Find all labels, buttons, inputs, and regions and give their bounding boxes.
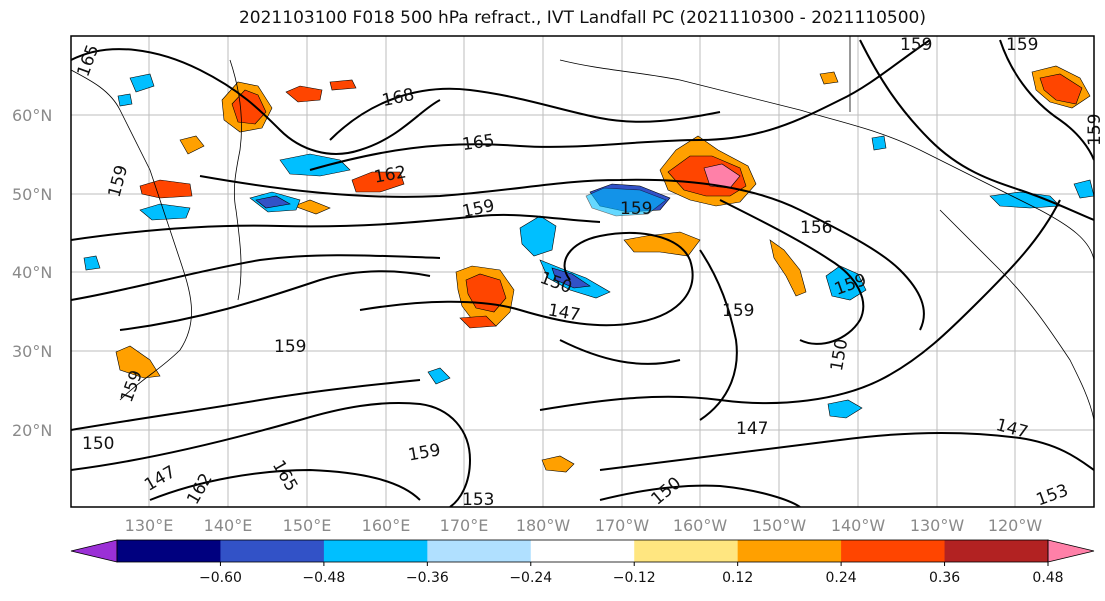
colorbar-tick-label: −0.48 (302, 570, 345, 586)
refractivity-contours (71, 39, 1094, 507)
lon-label: 140°E (204, 516, 253, 535)
lon-label: 140°W (831, 516, 886, 535)
colorbar-swatch (530, 540, 635, 562)
colorbar-swatch (117, 540, 221, 562)
contour-label: 147 (736, 419, 768, 439)
lon-label: 120°W (988, 516, 1043, 535)
lon-label: 170°E (440, 516, 489, 535)
lat-label: 20°N (12, 421, 52, 440)
lat-label: 40°N (12, 263, 52, 282)
lon-label: 160°E (362, 516, 411, 535)
colorbar-tick-label: −0.60 (199, 570, 242, 586)
map-frame (70, 35, 1095, 508)
contour-label: 159 (274, 337, 306, 357)
colorbar-swatch (737, 540, 842, 562)
colorbar-swatch (323, 540, 428, 562)
colorbar-swatch (427, 540, 532, 562)
lat-label: 30°N (12, 342, 52, 361)
lon-label: 180°W (516, 516, 571, 535)
colorbar-tick-label: 0.36 (929, 570, 960, 586)
colorbar-frame (116, 539, 1049, 563)
lon-label: 150°E (283, 516, 332, 535)
contour-label: 159 (1006, 35, 1038, 55)
colorbar-extension-high (1047, 539, 1095, 563)
colorbar-swatch (634, 540, 739, 562)
colorbar-swatch (841, 540, 946, 562)
contour-label: 159 (620, 199, 652, 219)
contour-label: 159 (722, 301, 754, 321)
longitude-labels: 130°E 140°E 150°E 160°E 170°E 180°W 170°… (125, 516, 1043, 535)
lon-label: 130°W (910, 516, 965, 535)
lon-label: 160°W (673, 516, 728, 535)
colorbar: −0.60 −0.48 −0.36 −0.24 −0.12 0.12 0.24 0.36 0.4… (70, 539, 1095, 586)
colorbar-tick-label: 0.12 (722, 570, 753, 586)
colorbar-tick-label: −0.24 (509, 570, 552, 586)
lat-label: 60°N (12, 106, 52, 125)
lon-label: 130°E (125, 516, 174, 535)
lat-label: 50°N (12, 185, 52, 204)
contour-label: 156 (800, 218, 832, 238)
colorbar-tick-label: −0.36 (406, 570, 449, 586)
contour-label: 159 (1085, 114, 1105, 146)
colorbar-swatch (944, 540, 1049, 562)
contour-label: 159 (900, 35, 932, 55)
colorbar-tick-label: 0.24 (826, 570, 857, 586)
lon-label: 170°W (595, 516, 650, 535)
figure-title: 2021103100 F018 500 hPa refract., IVT La… (238, 8, 926, 28)
colorbar-tick-label: 0.48 (1032, 570, 1063, 586)
latitude-labels: 60°N 50°N 40°N 30°N 20°N (12, 106, 52, 440)
colorbar-extension-low (70, 539, 118, 563)
contour-label: 153 (462, 490, 494, 510)
contour-labels: 165 168 165 159 162 159 159 159 156 150 … (73, 35, 1105, 510)
contour-label: 150 (82, 434, 114, 454)
contour-label: 165 (461, 131, 496, 155)
colorbar-swatch (220, 540, 325, 562)
lon-label: 150°W (752, 516, 807, 535)
colorbar-tick-label: −0.12 (613, 570, 656, 586)
coastlines (71, 36, 1094, 421)
